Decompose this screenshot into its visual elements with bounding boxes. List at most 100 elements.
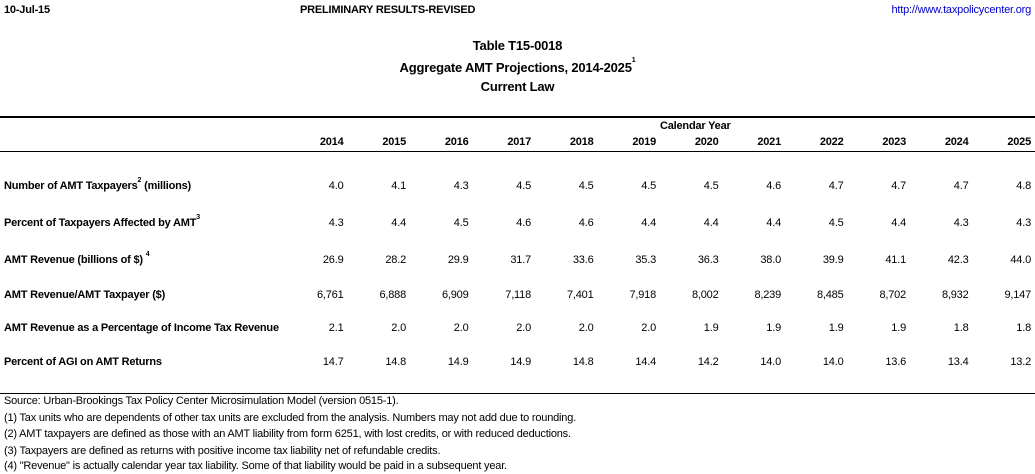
- table-cell: 2.0: [391, 322, 406, 334]
- header-rule: [0, 151, 1035, 152]
- table-cell: 39.9: [822, 254, 844, 266]
- row-label-text: Number of AMT Taxpayers: [4, 180, 138, 192]
- footnote: Source: Urban-Brookings Tax Policy Cente…: [4, 395, 399, 407]
- table-cell: 2.0: [641, 322, 656, 334]
- row-label: Percent of AGI on AMT Returns: [4, 356, 162, 368]
- table-cell: 26.9: [322, 254, 344, 266]
- table-cell: 9,147: [1004, 289, 1031, 301]
- table-cell: 14.0: [760, 356, 781, 368]
- row-footnote-ref: 2: [137, 177, 142, 184]
- table-cell: 7,118: [505, 289, 531, 301]
- row-label-text: AMT Revenue/AMT Taxpayer ($): [4, 289, 166, 301]
- table-cell: 4.3: [1016, 217, 1031, 229]
- table-cell: 6,909: [441, 289, 469, 301]
- table-cell: 4.5: [641, 180, 656, 192]
- table-cell: 4.4: [641, 217, 656, 229]
- year-header: 2025: [1007, 136, 1031, 148]
- website-link[interactable]: http://www.taxpolicycenter.org: [891, 4, 1031, 16]
- year-header: 2024: [944, 136, 969, 148]
- table-cell: 4.3: [953, 217, 969, 229]
- subtitle-footnote: 1: [631, 57, 636, 64]
- table-cell: 8,485: [816, 289, 844, 301]
- table-cell: 14.4: [635, 356, 656, 368]
- table-cell: 1.8: [953, 322, 969, 334]
- table-row: AMT Revenue as a Percentage of Income Ta…: [0, 322, 1035, 338]
- table-cell: 14.8: [572, 356, 594, 368]
- table-cell: 13.6: [885, 356, 906, 368]
- table-cell: 4.4: [391, 217, 406, 229]
- year-header-row: 2014 2015 2016 2017 2018 2019 2020 2021 2022 2023…: [0, 136, 1035, 152]
- footnote: (3) Taxpayers are defined as returns wit…: [4, 445, 441, 457]
- table-cell: 44.0: [1010, 254, 1031, 266]
- table-cell: 28.2: [385, 254, 406, 266]
- table-cell: 31.7: [510, 254, 531, 266]
- table-cell: 42.3: [947, 254, 969, 266]
- table-cell: 8,239: [754, 289, 781, 301]
- table-cell: 29.9: [447, 254, 469, 266]
- table-subtitle: Aggregate AMT Projections, 2014-20251: [0, 57, 1035, 75]
- row-label-units: (millions): [141, 180, 191, 192]
- table-row: Percent of Taxpayers Affected by AMT3 4.3…: [0, 214, 1035, 233]
- table-cell: 1.9: [891, 322, 906, 334]
- table-cell: 7,401: [566, 289, 594, 301]
- footnote: (4) "Revenue" is actually calendar year …: [4, 460, 507, 472]
- table-cell: 4.6: [578, 217, 594, 229]
- table-cell: 4.4: [766, 217, 781, 229]
- row-label-text: AMT Revenue as a Percentage of Income Ta…: [4, 322, 279, 334]
- year-header: 2020: [694, 136, 719, 148]
- table-row: AMT Revenue/AMT Taxpayer ($) 6,761 6,888 6,…: [0, 289, 1035, 305]
- row-label-text: AMT Revenue (billions of $): [4, 254, 146, 266]
- table-cell: 14.7: [322, 356, 344, 368]
- row-label: Number of AMT Taxpayers2 (millions): [4, 177, 191, 192]
- table-cell: 6,761: [316, 289, 344, 301]
- table-cell: 4.8: [1016, 180, 1031, 192]
- table-cell: 8,932: [941, 289, 969, 301]
- table-cell: 1.9: [766, 322, 781, 334]
- row-label-text: Percent of AGI on AMT Returns: [4, 356, 162, 368]
- row-label: Percent of Taxpayers Affected by AMT3: [4, 214, 200, 229]
- table-cell: 2.0: [516, 322, 531, 334]
- bottom-rule: [0, 393, 1035, 394]
- table-cell: 7,918: [629, 289, 656, 301]
- table-cell: 4.7: [953, 180, 969, 192]
- table-cell: 8,002: [691, 289, 719, 301]
- column-group-header: Calendar Year: [660, 120, 731, 132]
- table-cell: 1.9: [703, 322, 719, 334]
- table-cell: 13.4: [947, 356, 969, 368]
- row-label-text: Percent of Taxpayers Affected by AMT: [4, 217, 197, 229]
- subtitle-text: Aggregate AMT Projections, 2014-2025: [399, 60, 632, 75]
- report-status: PRELIMINARY RESULTS-REVISED: [300, 4, 476, 16]
- year-header: 2014: [319, 136, 344, 148]
- table-cell: 14.9: [447, 356, 469, 368]
- table-cell: 4.5: [578, 180, 594, 192]
- table-cell: 4.5: [703, 180, 719, 192]
- table-cell: 2.0: [578, 322, 594, 334]
- table-cell: 4.5: [453, 217, 469, 229]
- row-footnote-ref: 4: [145, 251, 150, 258]
- table-cell: 38.0: [760, 254, 781, 266]
- table-cell: 14.8: [385, 356, 406, 368]
- table-cell: 4.0: [328, 180, 344, 192]
- top-rule: [0, 116, 1035, 118]
- table-cell: 4.5: [828, 217, 844, 229]
- table-cell: 2.1: [328, 322, 344, 334]
- footnote: (2) AMT taxpayers are defined as those w…: [4, 428, 571, 440]
- year-header: 2022: [819, 136, 844, 148]
- table-row: Percent of AGI on AMT Returns 14.7 14.8 14.…: [0, 356, 1035, 372]
- table-id: Table T15-0018: [472, 38, 563, 53]
- year-header: 2021: [757, 136, 781, 148]
- footnote: (1) Tax units who are dependents of othe…: [4, 412, 576, 424]
- row-label: AMT Revenue/AMT Taxpayer ($): [4, 289, 165, 301]
- report-date: 10-Jul-15: [4, 4, 50, 16]
- table-cell: 1.8: [1016, 322, 1031, 334]
- year-header: 2023: [882, 136, 906, 148]
- table-cell: 41.1: [885, 254, 906, 266]
- table-cell: 4.1: [391, 180, 406, 192]
- year-header: 2015: [382, 136, 406, 148]
- row-label: AMT Revenue as a Percentage of Income Ta…: [4, 322, 279, 334]
- table-cell: 4.4: [703, 217, 719, 229]
- year-header: 2018: [569, 136, 594, 148]
- table-cell: 4.3: [453, 180, 469, 192]
- table-scenario: Current Law: [480, 79, 555, 94]
- row-label: AMT Revenue (billions of $) 4: [4, 251, 150, 266]
